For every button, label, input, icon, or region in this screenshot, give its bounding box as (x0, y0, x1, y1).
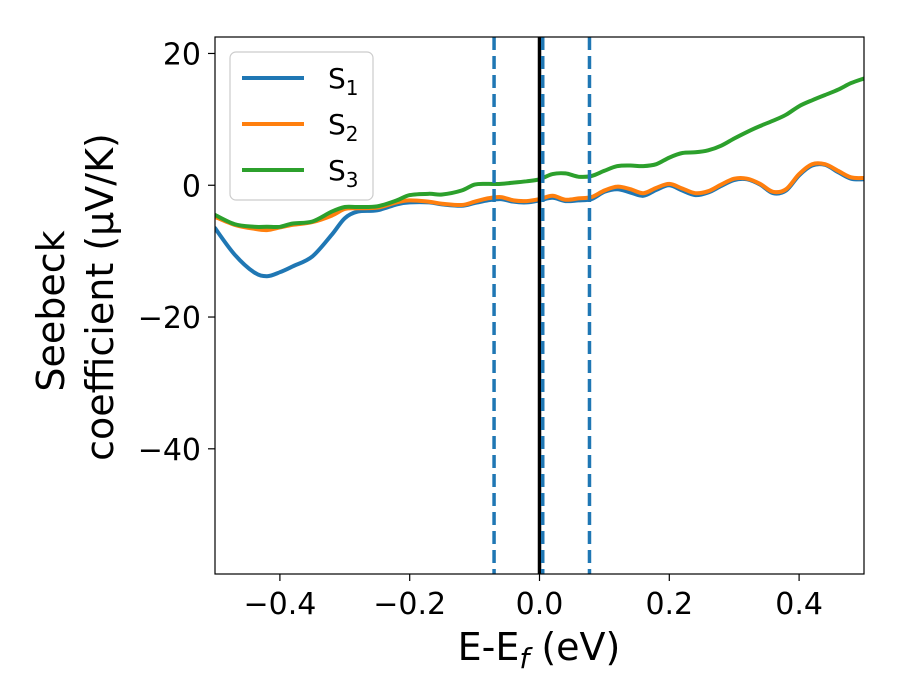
legend: S1 S2 S3 (229, 51, 374, 201)
y-axis-label-line2: coefficient (μV/K) (78, 133, 122, 461)
y-tick-label: −40 (138, 433, 201, 468)
legend-label-s3: S3 (328, 154, 359, 192)
x-tick-label: −0.2 (373, 587, 446, 622)
series-layer (215, 76, 864, 279)
x-tick-label: 0.4 (775, 587, 823, 622)
x-tick-label: −0.4 (243, 587, 316, 622)
y-axis-label-line1: Seebeck (29, 230, 73, 391)
legend-label-s1: S1 (328, 62, 359, 100)
y-tick-label: 20 (163, 37, 201, 72)
x-tick-label: 0.0 (516, 587, 564, 622)
legend-label-s2: S2 (328, 108, 359, 146)
y-tick-label: −20 (138, 301, 201, 336)
x-axis-label: E-Ef (eV) (458, 625, 621, 675)
x-axis-ticks: −0.4 −0.2 0.0 0.2 0.4 (243, 574, 823, 622)
series-line-s3 (215, 76, 864, 230)
x-tick-label: 0.2 (645, 587, 693, 622)
y-tick-label: 0 (182, 169, 201, 204)
y-axis-ticks: −40 −20 0 20 (138, 37, 215, 468)
series-line-s2 (215, 161, 864, 233)
reference-lines (492, 37, 592, 574)
